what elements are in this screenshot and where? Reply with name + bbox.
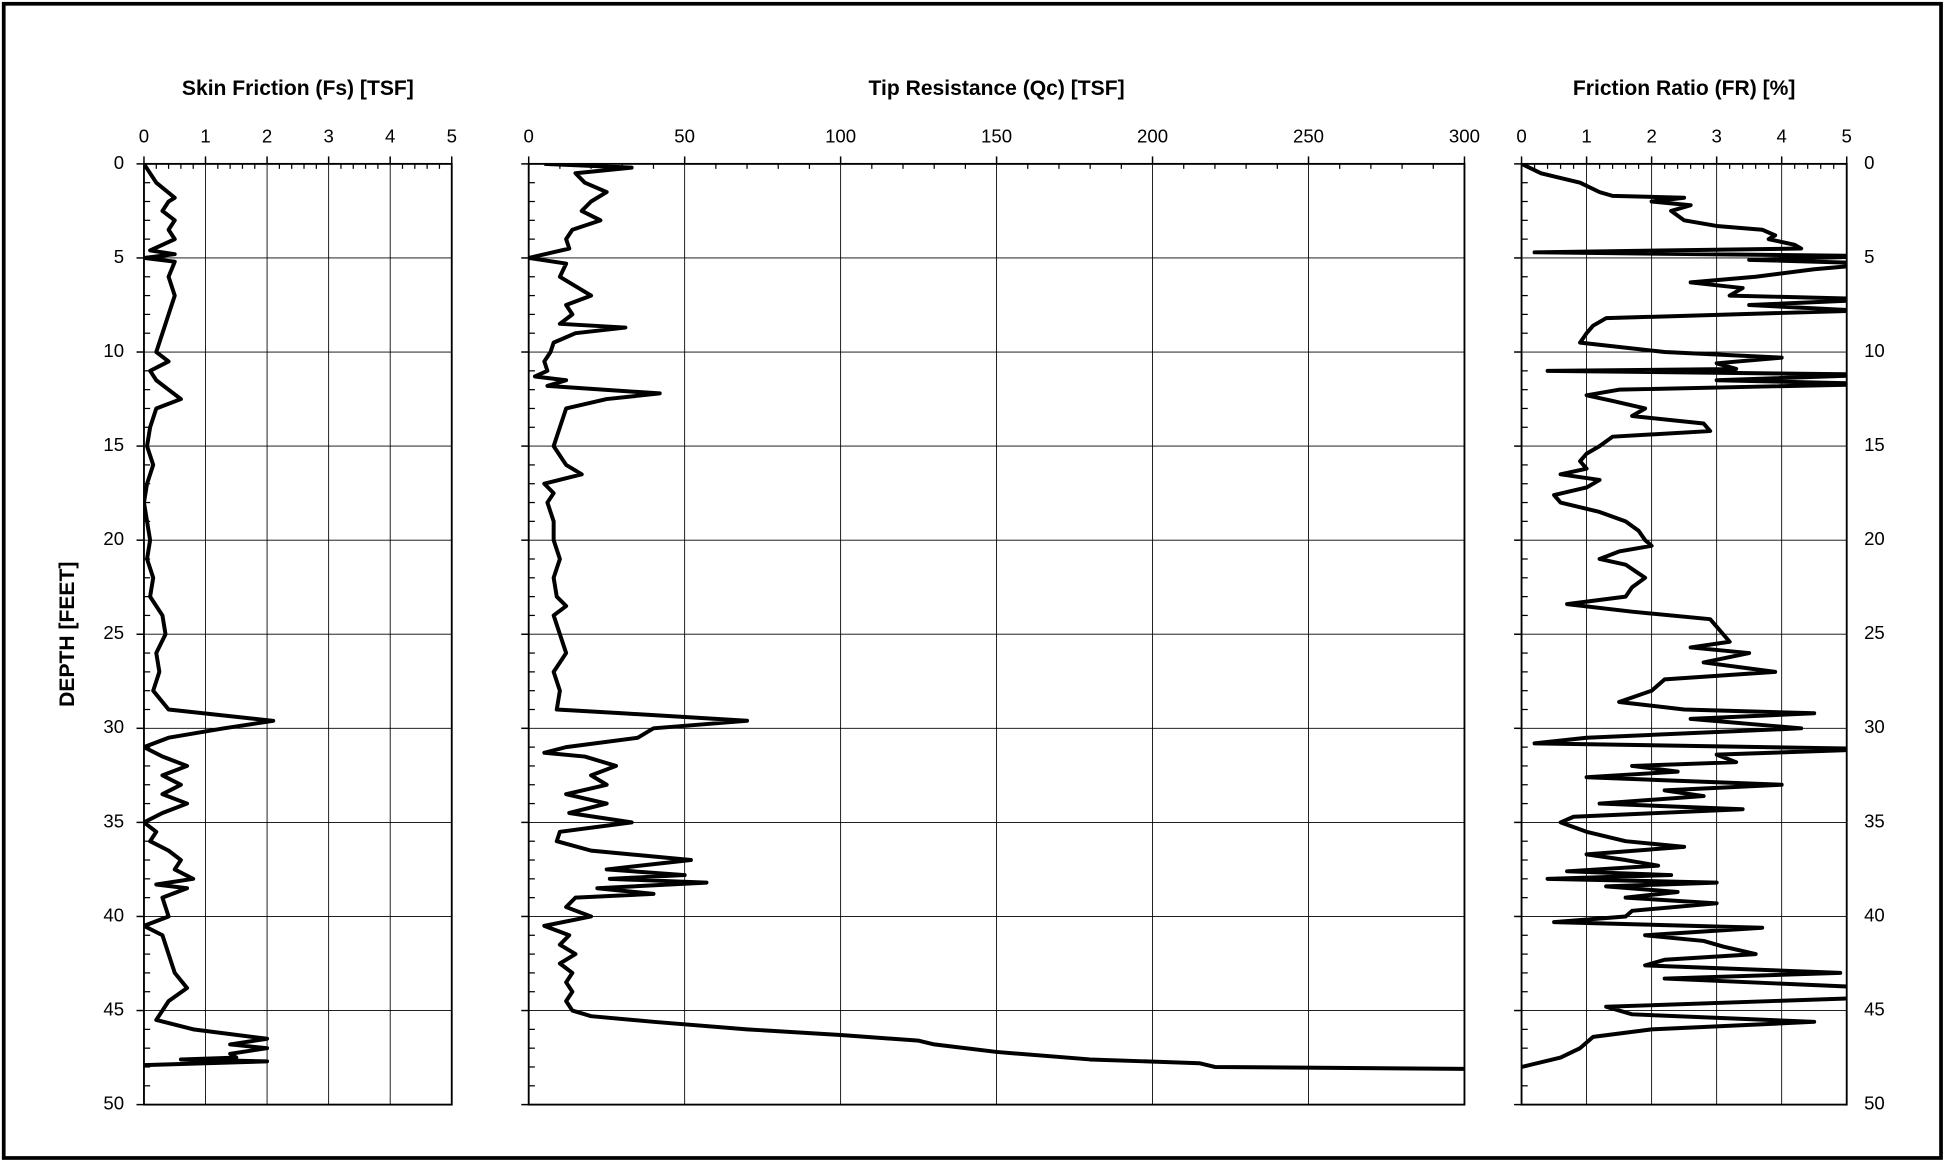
x-tick-label: 2 <box>262 126 272 147</box>
plot-border <box>527 162 1466 1106</box>
x-tick-label: 0 <box>139 126 149 147</box>
y-tick-label: 15 <box>1864 434 1885 455</box>
y-tick-label: 5 <box>114 246 124 267</box>
y-tick-label: 20 <box>1864 528 1885 549</box>
series-group <box>528 163 1465 1071</box>
y-tick-label: 40 <box>103 904 124 925</box>
y-axis-label: DEPTH [FEET] <box>56 562 79 707</box>
x-tick-label: 50 <box>674 126 695 147</box>
x-tick-label: 4 <box>385 126 395 147</box>
data-line <box>528 163 1465 1071</box>
y-tick-label: 35 <box>103 810 124 831</box>
y-tick-label: 50 <box>1864 1093 1885 1114</box>
plot-border <box>1520 162 1848 1106</box>
x-tick-label: 2 <box>1646 126 1656 147</box>
y-tick-label: 25 <box>103 622 124 643</box>
y-tick-label: 0 <box>114 152 124 173</box>
panel-title: Tip Resistance (Qc) [TSF] <box>869 77 1125 100</box>
series-group <box>1521 163 1847 1069</box>
x-tick-label: 250 <box>1293 126 1324 147</box>
x-tick-label: 5 <box>1842 126 1852 147</box>
data-line <box>143 163 276 1068</box>
x-tick-label: 1 <box>1581 126 1591 147</box>
x-tick-label: 3 <box>323 126 333 147</box>
y-tick-label: 30 <box>103 716 124 737</box>
x-tick-label: 150 <box>981 126 1012 147</box>
x-tick-label: 100 <box>825 126 856 147</box>
data-line <box>1521 163 1847 1069</box>
y-tick-label: 25 <box>1864 622 1885 643</box>
x-tick-label: 0 <box>524 126 534 147</box>
panel-title: Friction Ratio (FR) [%] <box>1573 77 1795 100</box>
series-group <box>143 163 276 1068</box>
y-tick-label: 45 <box>1864 998 1885 1019</box>
y-tick-label: 5 <box>1864 246 1874 267</box>
plot-border <box>143 162 453 1106</box>
x-tick-label: 1 <box>200 126 210 147</box>
y-tick-label: 50 <box>103 1093 124 1114</box>
y-tick-label: 30 <box>1864 716 1885 737</box>
y-tick-label: 10 <box>103 340 124 361</box>
y-tick-label: 0 <box>1864 152 1874 173</box>
x-tick-label: 4 <box>1777 126 1787 147</box>
x-tick-label: 300 <box>1449 126 1480 147</box>
x-tick-label: 5 <box>447 126 457 147</box>
x-tick-label: 200 <box>1137 126 1168 147</box>
y-tick-label: 10 <box>1864 340 1885 361</box>
y-tick-label: 20 <box>103 528 124 549</box>
y-tick-label: 35 <box>1864 810 1885 831</box>
x-tick-label: 3 <box>1711 126 1721 147</box>
x-tick-label: 0 <box>1516 126 1526 147</box>
y-tick-label: 45 <box>103 998 124 1019</box>
panel-title: Skin Friction (Fs) [TSF] <box>182 77 414 100</box>
y-tick-label: 15 <box>103 434 124 455</box>
y-tick-label: 40 <box>1864 904 1885 925</box>
